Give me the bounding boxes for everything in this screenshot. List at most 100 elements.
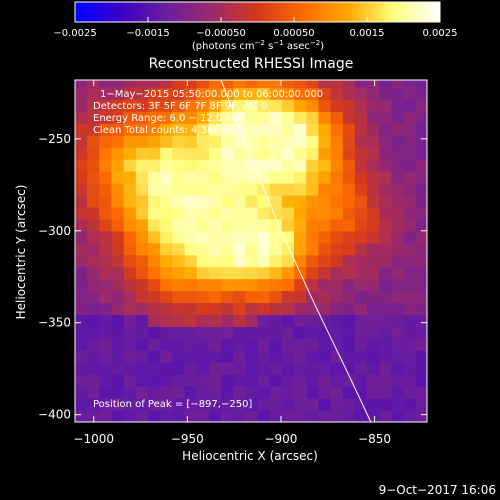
heatmap-cell [75,374,88,387]
heatmap-cell [379,266,393,280]
heatmap-cell [294,111,307,124]
heatmap-cell [415,326,427,339]
heatmap-cell [99,314,113,327]
heatmap-cell [75,278,88,292]
heatmap-cell [318,350,332,363]
heatmap-cell [318,398,332,411]
heatmap-cell [208,242,222,256]
heatmap-cell [245,266,259,280]
heatmap-cell [379,326,393,339]
heatmap-cell [269,254,283,268]
heatmap-cell [160,80,173,88]
heatmap-cell [415,80,427,88]
heatmap-cell [391,123,405,136]
heatmap-cell [99,218,113,232]
heatmap-cell [257,159,271,172]
heatmap-cell [403,278,417,292]
heatmap-cell [123,182,137,196]
heatmap-cell [403,80,417,88]
heatmap-cell [184,266,198,280]
heatmap-cell [148,410,161,422]
heatmap-cell [367,182,380,196]
heatmap-cell [294,302,307,316]
annotation-clean-counts: Clean Total counts: 4.38E+04 [93,125,241,136]
heatmap-cell [75,314,88,327]
heatmap-cell [184,206,198,220]
heatmap-cell [123,80,137,88]
heatmap-cell [342,135,356,148]
heatmap-cell [403,410,417,422]
heatmap-cell [221,111,234,124]
heatmap-cell [257,230,271,244]
heatmap-cell [415,338,427,351]
heatmap-cell [87,314,100,327]
heatmap-cell [75,194,88,208]
heatmap-cell [342,290,356,304]
heatmap-cell [233,135,246,148]
heatmap-cell [415,374,427,387]
heatmap-cell [281,374,295,387]
heatmap-cell [172,230,186,244]
heatmap-cell [330,326,344,339]
heatmap-cell [196,326,210,339]
heatmap-cell [111,206,125,220]
heatmap-cell [148,182,161,196]
heatmap-cell [306,194,320,208]
heatmap-cell [403,302,417,316]
heatmap-cell [111,171,125,184]
heatmap-cell [367,159,380,172]
heatmap-cell [330,254,344,268]
heatmap-cell [367,123,380,136]
colorbar-tick-label: −0.0025 [53,28,96,39]
heatmap-cell [330,147,344,160]
y-tick-label: −300 [38,224,71,238]
heatmap-cell [111,362,125,375]
heatmap-cell [99,350,113,363]
heatmap-cell [257,111,271,124]
heatmap-cell [342,326,356,339]
heatmap-cell [403,194,417,208]
heatmap-cell [196,302,210,316]
heatmap-cell [257,290,271,304]
heatmap-cell [294,159,307,172]
heatmap-cell [269,135,283,148]
heatmap-cell [415,386,427,399]
heatmap-cell [123,266,137,280]
heatmap-cell [269,159,283,172]
heatmap-cell [75,350,88,363]
heatmap-cell [294,410,307,422]
heatmap-cell [367,242,380,256]
heatmap-cell [330,111,344,124]
heatmap-cell [111,99,125,112]
heatmap-cell [257,266,271,280]
heatmap-cell [87,87,100,100]
heatmap-cell [269,350,283,363]
heatmap-cell [208,111,222,124]
heatmap-cell [148,242,161,256]
heatmap-cell [354,302,368,316]
heatmap-cell [330,278,344,292]
heatmap-cell [233,326,246,339]
heatmap-cell [342,254,356,268]
heatmap-cell [233,194,246,208]
heatmap-cell [379,290,393,304]
heatmap-cell [269,398,283,411]
heatmap-cell [208,278,222,292]
heatmap-cell [184,350,198,363]
heatmap-cell [354,182,368,196]
heatmap-cell [415,362,427,375]
heatmap-cell [184,254,198,268]
heatmap-cell [135,266,149,280]
heatmap-cell [75,338,88,351]
heatmap-cell [87,123,100,136]
colorbar-tick-label: 0.0015 [350,28,385,39]
heatmap-image [75,80,427,422]
heatmap-cell [172,350,186,363]
footer-date: 9−Oct−2017 16:06 [379,483,496,497]
heatmap-cell [391,194,405,208]
heatmap-cell [415,87,427,100]
heatmap-cell [111,398,125,411]
heatmap-cell [306,278,320,292]
heatmap-cell [221,254,234,268]
heatmap-cell [415,194,427,208]
